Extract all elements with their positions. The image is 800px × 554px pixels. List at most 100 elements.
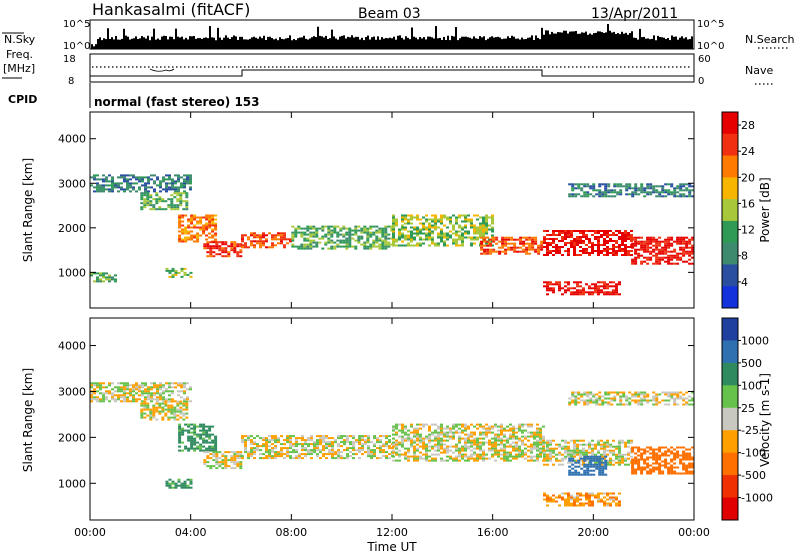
echo-cell [199, 445, 203, 448]
echo-cell [673, 391, 677, 394]
echo-cell [208, 216, 212, 219]
echo-cell [576, 445, 579, 448]
echo-cell [224, 457, 228, 460]
echo-cell [206, 457, 210, 460]
echo-cell [582, 453, 585, 456]
nsky-bar [217, 27, 219, 49]
echo-cell [476, 214, 479, 217]
echo-cell [682, 242, 686, 245]
echo-cell [440, 230, 443, 233]
echo-cell [455, 447, 458, 450]
echo-cell [294, 227, 298, 230]
echo-cell [537, 250, 541, 253]
echo-cell [349, 455, 352, 458]
nsky-bar [401, 37, 403, 49]
nsky-bar [665, 39, 667, 49]
echo-cell [536, 429, 539, 432]
echo-cell [598, 455, 602, 458]
echo-cell [419, 451, 422, 454]
echo-cell [583, 473, 587, 476]
echo-cell [691, 252, 695, 255]
echo-cell [603, 451, 606, 454]
echo-cell [395, 244, 398, 247]
nsky-bar [389, 37, 391, 49]
echo-cell [280, 455, 283, 458]
echo-cell [567, 242, 570, 244]
echo-cell [179, 400, 183, 403]
echo-cell [470, 222, 473, 225]
echo-cell [637, 464, 641, 467]
echo-cell [327, 231, 331, 234]
echo-cell [159, 190, 162, 193]
echo-cell [479, 437, 482, 440]
echo-cell [156, 400, 159, 403]
echo-cell [322, 447, 325, 450]
echo-cell [319, 435, 322, 438]
echo-cell [470, 445, 473, 448]
echo-cell [153, 392, 156, 395]
echo-cell [579, 459, 582, 462]
echo-cell [627, 441, 630, 444]
echo-cell [461, 437, 464, 440]
nsky-bar [171, 36, 173, 49]
echo-cell [682, 462, 686, 465]
echo-cell [178, 441, 182, 444]
echo-cell [437, 453, 440, 456]
echo-cell [190, 230, 194, 233]
echo-cell [384, 233, 388, 236]
echo-cell [407, 220, 410, 223]
echo-cell [289, 437, 292, 440]
nsky-bar [345, 38, 347, 49]
echo-cell [159, 182, 162, 185]
echo-cell [292, 457, 295, 460]
echo-cell [588, 246, 591, 248]
echo-cell [381, 245, 385, 248]
echo-cell [658, 464, 662, 467]
echo-cell [461, 220, 464, 223]
echo-cell [247, 451, 250, 454]
echo-cell [598, 463, 602, 466]
echo-cell [539, 427, 542, 430]
echo-cell [598, 461, 602, 464]
echo-cell [208, 425, 212, 428]
echo-cell [298, 453, 301, 456]
echo-cell [211, 228, 215, 231]
echo-cell [513, 238, 517, 241]
echo-cell [452, 228, 455, 231]
echo-cell [227, 245, 231, 248]
echo-cell [482, 224, 485, 227]
echo-cell [230, 247, 234, 250]
echo-cell [373, 453, 376, 456]
echo-cell [262, 234, 265, 237]
echo-cell [178, 240, 182, 243]
echo-cell [387, 241, 391, 244]
echo-cell [458, 234, 461, 237]
echo-cell [630, 230, 633, 232]
echo-cell [387, 243, 391, 246]
echo-cell [449, 435, 452, 438]
echo-cell [579, 238, 582, 240]
echo-cell [470, 435, 473, 438]
nsky-bar [97, 38, 99, 49]
echo-cell [304, 439, 307, 442]
echo-cell [579, 451, 582, 454]
echo-cell [321, 247, 325, 250]
echo-cell [461, 228, 464, 231]
echo-cell [250, 443, 253, 446]
echo-cell [594, 250, 597, 252]
y-tick-label: 2000 [58, 431, 86, 444]
nsky-bar [459, 38, 461, 49]
echo-cell [576, 283, 579, 286]
echo-cell [170, 200, 174, 203]
nsky-bar [309, 38, 311, 49]
echo-cell [331, 455, 334, 458]
echo-cell [543, 240, 546, 242]
echo-cell [597, 250, 600, 252]
echo-cell [497, 453, 500, 456]
echo-cell [202, 433, 206, 436]
echo-cell [425, 238, 428, 241]
echo-cell [209, 241, 213, 244]
echo-cell [561, 230, 564, 232]
echo-cell [637, 450, 641, 453]
echo-cell [570, 494, 573, 497]
